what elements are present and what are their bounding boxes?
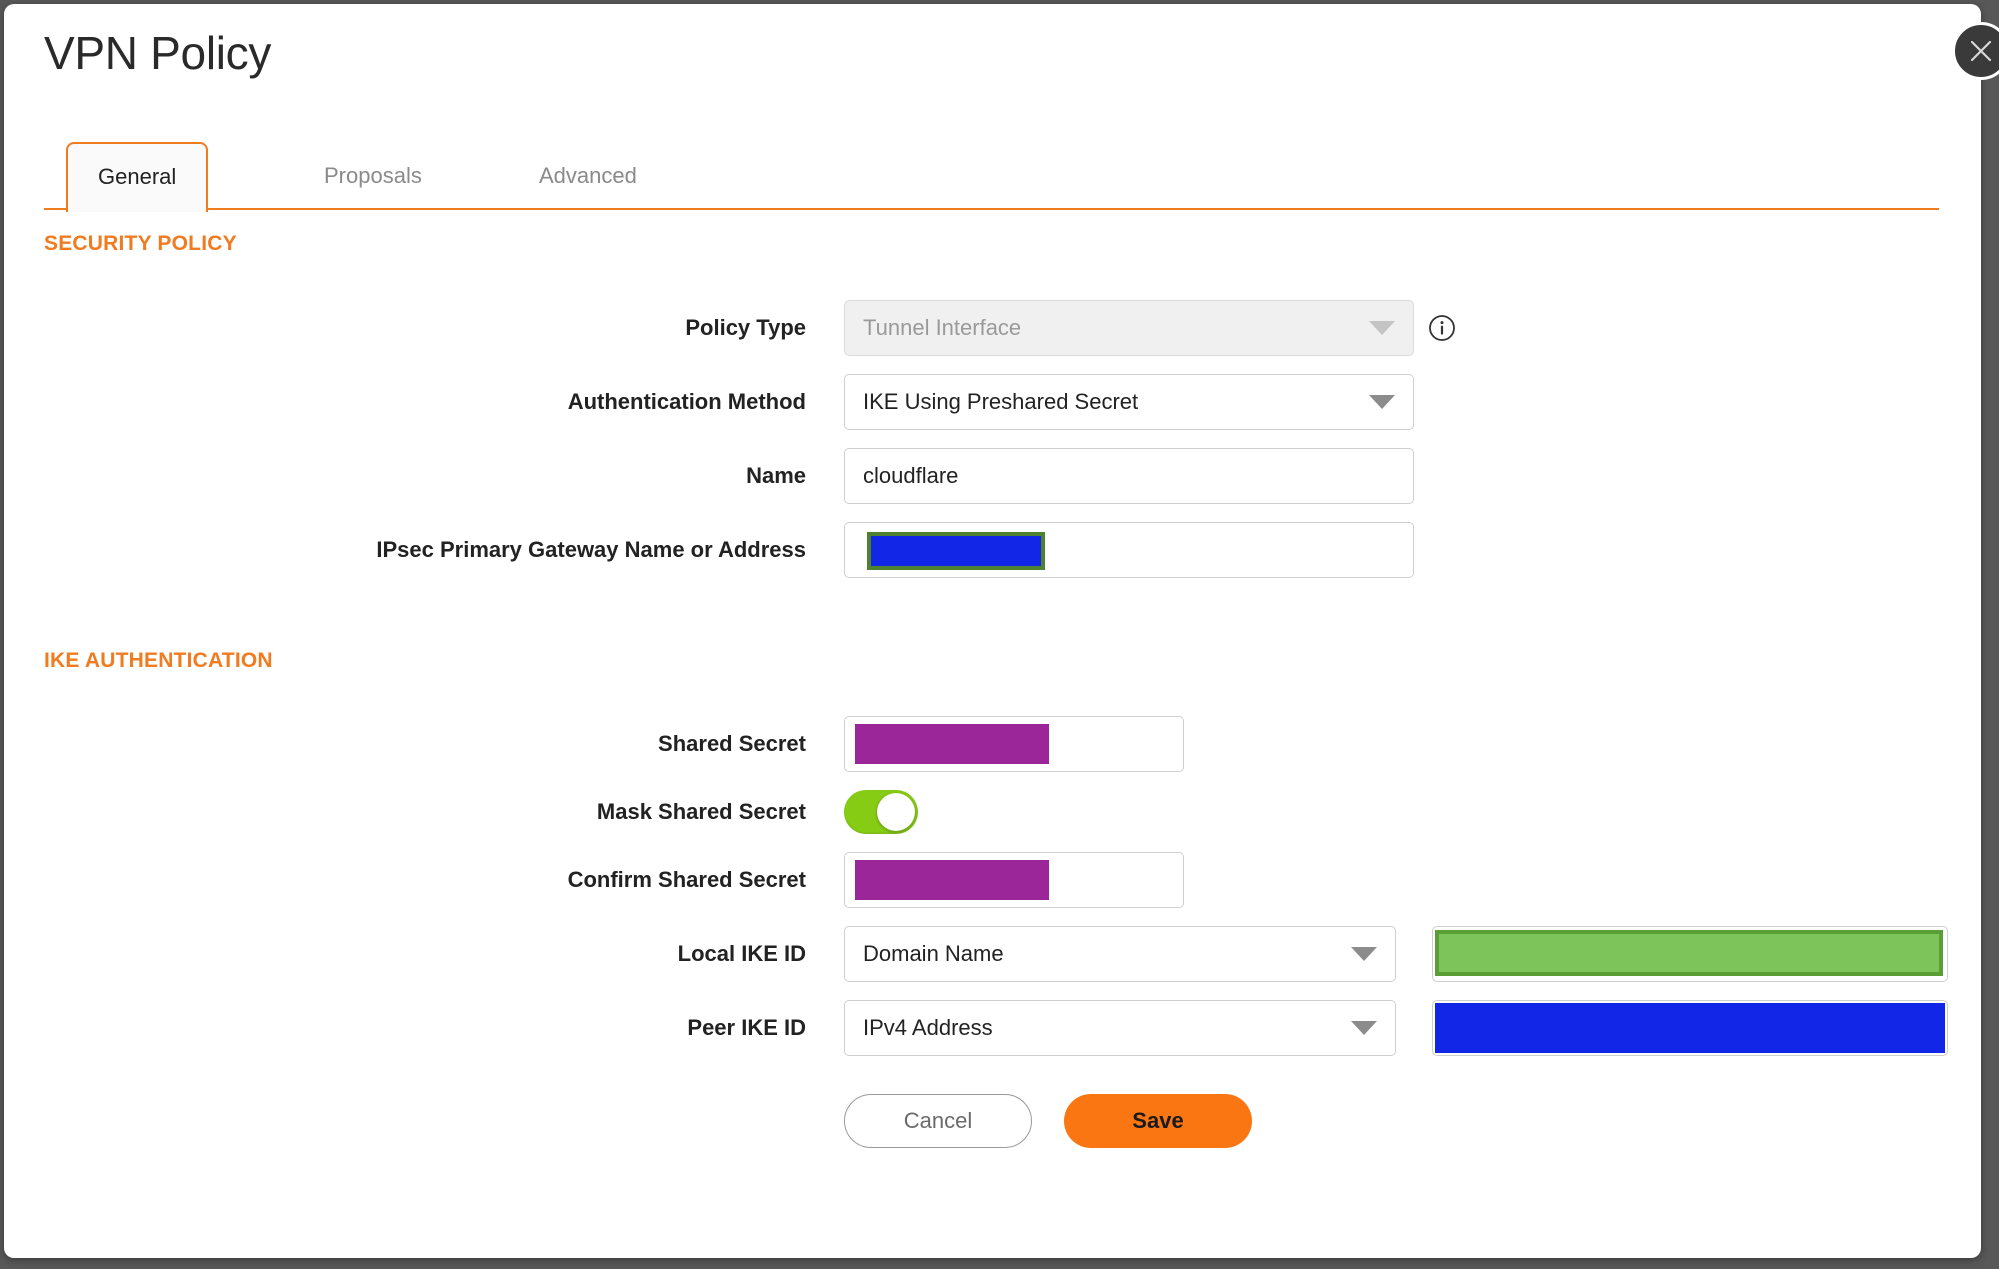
local-ike-id-detail-input[interactable] [1432, 926, 1948, 982]
tab-general[interactable]: General [66, 142, 209, 212]
redaction-block-gateway [867, 532, 1045, 570]
close-button[interactable] [1952, 22, 1999, 80]
cancel-button[interactable]: Cancel [844, 1094, 1032, 1148]
close-icon [1970, 40, 1992, 62]
peer-ike-id-detail-input[interactable] [1432, 1000, 1948, 1056]
redaction-block-shared-secret [855, 724, 1049, 764]
label-confirm-shared-secret: Confirm Shared Secret [567, 867, 806, 892]
confirm-shared-secret-input[interactable] [844, 852, 1184, 908]
tab-bar: General Proposals Advanced [44, 140, 1939, 212]
row-mask-shared-secret: Mask Shared Secret [4, 784, 1981, 840]
label-name: Name [746, 463, 806, 488]
label-authentication-method: Authentication Method [567, 389, 806, 414]
authentication-method-select[interactable]: IKE Using Preshared Secret [844, 374, 1414, 430]
row-name: Name cloudflare [4, 448, 1981, 504]
chevron-down-icon [1351, 1021, 1377, 1035]
label-ipsec-primary-gateway: IPsec Primary Gateway Name or Address [376, 537, 806, 562]
row-policy-type: Policy Type Tunnel Interface [4, 300, 1981, 356]
save-button[interactable]: Save [1064, 1094, 1252, 1148]
info-icon[interactable] [1428, 314, 1456, 342]
authentication-method-value: IKE Using Preshared Secret [863, 389, 1139, 414]
label-local-ike-id: Local IKE ID [677, 941, 806, 966]
tab-underline [44, 208, 1939, 210]
chevron-down-icon [1369, 395, 1395, 409]
label-policy-type: Policy Type [685, 315, 806, 340]
section-heading-security-policy: SECURITY POLICY [44, 232, 237, 255]
row-authentication-method: Authentication Method IKE Using Preshare… [4, 374, 1981, 430]
row-ipsec-primary-gateway: IPsec Primary Gateway Name or Address [4, 522, 1981, 578]
dialog-action-buttons: Cancel Save [844, 1094, 1252, 1148]
local-ike-id-value: Domain Name [863, 941, 1004, 966]
chevron-down-icon [1351, 947, 1377, 961]
label-shared-secret: Shared Secret [658, 731, 806, 756]
redaction-block-confirm-shared-secret [855, 860, 1049, 900]
label-mask-shared-secret: Mask Shared Secret [596, 799, 806, 824]
row-peer-ike-id: Peer IKE ID IPv4 Address [4, 1000, 1981, 1056]
tab-advanced[interactable]: Advanced [539, 163, 637, 188]
row-local-ike-id: Local IKE ID Domain Name [4, 926, 1981, 982]
local-ike-id-select[interactable]: Domain Name [844, 926, 1396, 982]
peer-ike-id-value: IPv4 Address [863, 1015, 993, 1040]
vpn-policy-dialog: VPN Policy General Proposals Advanced SE… [4, 4, 1981, 1258]
label-peer-ike-id: Peer IKE ID [687, 1015, 806, 1040]
chevron-down-icon [1369, 321, 1395, 335]
peer-ike-id-select[interactable]: IPv4 Address [844, 1000, 1396, 1056]
mask-shared-secret-toggle[interactable] [844, 790, 918, 834]
name-input[interactable]: cloudflare [844, 448, 1414, 504]
row-confirm-shared-secret: Confirm Shared Secret [4, 852, 1981, 908]
toggle-knob [877, 793, 915, 831]
policy-type-value: Tunnel Interface [863, 315, 1022, 340]
row-shared-secret: Shared Secret [4, 716, 1981, 772]
page-title: VPN Policy [44, 27, 272, 79]
section-heading-ike-authentication: IKE AUTHENTICATION [44, 649, 273, 672]
shared-secret-input[interactable] [844, 716, 1184, 772]
redaction-block-local-ike-id [1435, 930, 1943, 976]
policy-type-select[interactable]: Tunnel Interface [844, 300, 1414, 356]
name-value: cloudflare [863, 463, 959, 488]
tab-proposals[interactable]: Proposals [324, 163, 422, 188]
ipsec-primary-gateway-input[interactable] [844, 522, 1414, 578]
redaction-block-peer-ike-id [1435, 1003, 1945, 1053]
